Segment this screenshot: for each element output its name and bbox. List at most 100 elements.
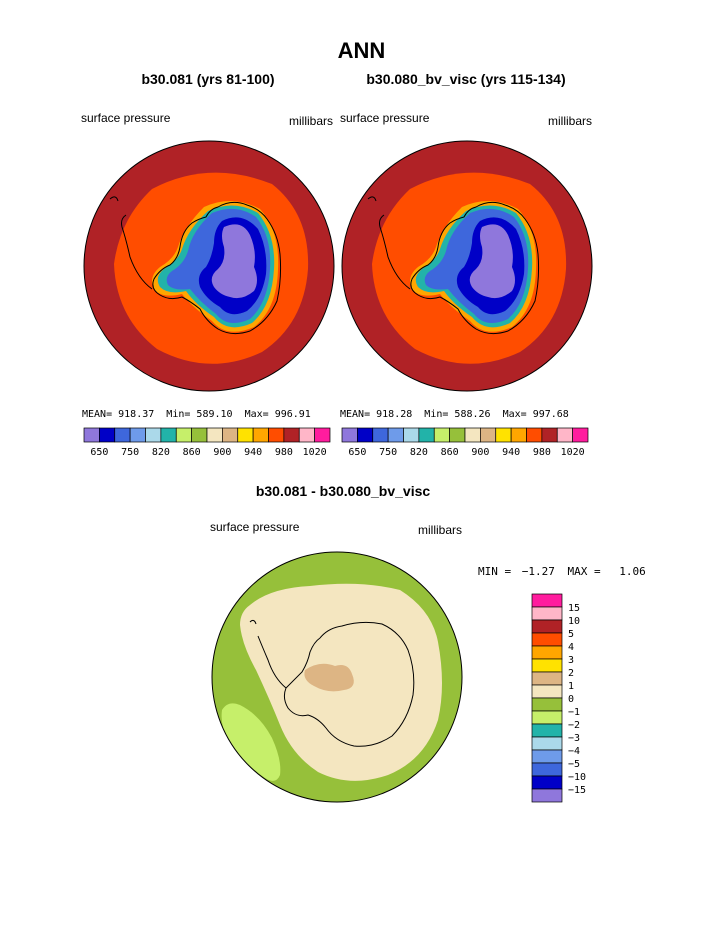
colorbar-swatch xyxy=(387,427,404,443)
colorbar-tick-label: 940 xyxy=(244,447,262,458)
colorbar-swatch xyxy=(526,427,543,443)
colorbar-swatch xyxy=(268,427,285,443)
pressure-band-min xyxy=(469,224,515,299)
diff-map xyxy=(211,551,463,803)
colorbar-tick-label: 1020 xyxy=(561,447,585,458)
colorbar-swatch xyxy=(83,427,100,443)
colorbar-swatch xyxy=(531,632,563,647)
colorbar-tick-label: 650 xyxy=(90,447,108,458)
panel-2-units-label: millibars xyxy=(548,114,593,128)
colorbar-swatch xyxy=(531,788,563,803)
mean-label: MEAN= xyxy=(340,409,371,420)
colorbar-tick-label: 860 xyxy=(441,447,459,458)
colorbar-swatch xyxy=(252,427,269,443)
colorbar-swatch xyxy=(372,427,389,443)
colorbar-swatch xyxy=(572,427,589,443)
panel-2-colorbar: 650 750 820 860 900 940 980 1020 xyxy=(341,427,589,458)
colorbar-swatch xyxy=(531,619,563,634)
colorbar-swatch xyxy=(99,427,116,443)
colorbar-swatch xyxy=(222,427,239,443)
colorbar-swatch xyxy=(510,427,527,443)
colorbar-swatch xyxy=(531,593,563,608)
max-label: Max= xyxy=(244,409,269,420)
colorbar-tick-label: −4 xyxy=(568,746,580,757)
colorbar-swatch xyxy=(531,658,563,673)
antarctica-coastline xyxy=(379,201,540,335)
colorbar-swatch xyxy=(357,427,374,443)
colorbar-tick-label: 4 xyxy=(568,642,574,653)
colorbar-swatch xyxy=(531,775,563,790)
colorbar-swatch xyxy=(175,427,192,443)
mean-value: 918.28 xyxy=(376,409,413,420)
mean-value: 918.37 xyxy=(118,409,155,420)
colorbar-tick-label: 15 xyxy=(568,603,580,614)
antarctica-coastline xyxy=(257,621,415,747)
panel-2-title: b30.080_bv_visc (yrs 115-134) xyxy=(366,71,566,87)
panel-1-variable-label: surface pressure xyxy=(81,111,171,125)
colorbar-swatch xyxy=(449,427,466,443)
panel-1-title: b30.081 (yrs 81-100) xyxy=(141,71,275,87)
colorbar-swatch xyxy=(206,427,223,443)
max-value: 997.68 xyxy=(532,409,569,420)
min-value: 588.26 xyxy=(454,409,491,420)
pressure-band-min xyxy=(211,224,257,299)
diff-band-1 xyxy=(304,663,354,692)
colorbar-swatch xyxy=(495,427,512,443)
colorbar-swatch xyxy=(314,427,331,443)
colorbar-swatch xyxy=(531,736,563,751)
colorbar-tick-label: 980 xyxy=(275,447,293,458)
colorbar-swatch xyxy=(433,427,450,443)
colorbar-tick-label: −2 xyxy=(568,720,580,731)
colorbar-tick-label: −1 xyxy=(568,707,580,718)
south-america-coastline xyxy=(249,619,257,625)
diff-variable-label: surface pressure xyxy=(210,520,300,534)
colorbar-tick-label: −5 xyxy=(568,759,580,770)
colorbar-swatch xyxy=(531,762,563,777)
colorbar-tick-label: 900 xyxy=(213,447,231,458)
map-border xyxy=(211,551,463,803)
colorbar-swatch xyxy=(403,427,420,443)
colorbar-swatch xyxy=(541,427,558,443)
colorbar-tick-label: −10 xyxy=(568,772,586,783)
min-label: Min= xyxy=(166,409,191,420)
colorbar-tick-label: 3 xyxy=(568,655,574,666)
min-value: 589.10 xyxy=(196,409,233,420)
diff-panel-title: b30.081 - b30.080_bv_visc xyxy=(255,483,431,499)
antarctica-coastline xyxy=(121,201,282,335)
colorbar-tick-label: 1020 xyxy=(303,447,327,458)
colorbar-swatch xyxy=(531,710,563,725)
colorbar-swatch xyxy=(145,427,162,443)
colorbar-swatch xyxy=(531,671,563,686)
mean-label: MEAN= xyxy=(82,409,113,420)
colorbar-swatch xyxy=(531,684,563,699)
colorbar-tick-label: 650 xyxy=(348,447,366,458)
colorbar-swatch xyxy=(418,427,435,443)
colorbar-tick-label: −15 xyxy=(568,785,586,796)
panel-1-stats: MEAN= 918.37 Min= 589.10 Max= 996.91 xyxy=(82,409,311,420)
colorbar-swatch xyxy=(531,645,563,660)
colorbar-tick-label: 5 xyxy=(568,629,574,640)
diff-units-label: millibars xyxy=(418,523,463,537)
south-america-coastline xyxy=(109,196,119,202)
colorbar-swatch xyxy=(283,427,300,443)
min-label: Min= xyxy=(424,409,449,420)
colorbar-tick-label: 980 xyxy=(533,447,551,458)
max-value: 996.91 xyxy=(274,409,311,420)
colorbar-tick-label: 860 xyxy=(183,447,201,458)
panel-2-map xyxy=(341,140,593,392)
figure-title: ANN xyxy=(337,38,386,63)
panel-2-variable-label: surface pressure xyxy=(340,111,430,125)
colorbar-swatch xyxy=(480,427,497,443)
colorbar-swatch xyxy=(191,427,208,443)
diff-min-label: MIN = xyxy=(478,565,512,578)
colorbar-swatch xyxy=(531,723,563,738)
diff-max-value: 1.06 xyxy=(619,565,646,578)
panel-2-stats: MEAN= 918.28 Min= 588.26 Max= 997.68 xyxy=(340,409,569,420)
colorbar-swatch xyxy=(531,606,563,621)
diff-max-label: MAX = xyxy=(567,565,601,578)
colorbar-tick-label: 1 xyxy=(568,681,574,692)
colorbar-tick-label: 750 xyxy=(379,447,397,458)
colorbar-swatch xyxy=(531,749,563,764)
colorbar-tick-label: 820 xyxy=(410,447,428,458)
